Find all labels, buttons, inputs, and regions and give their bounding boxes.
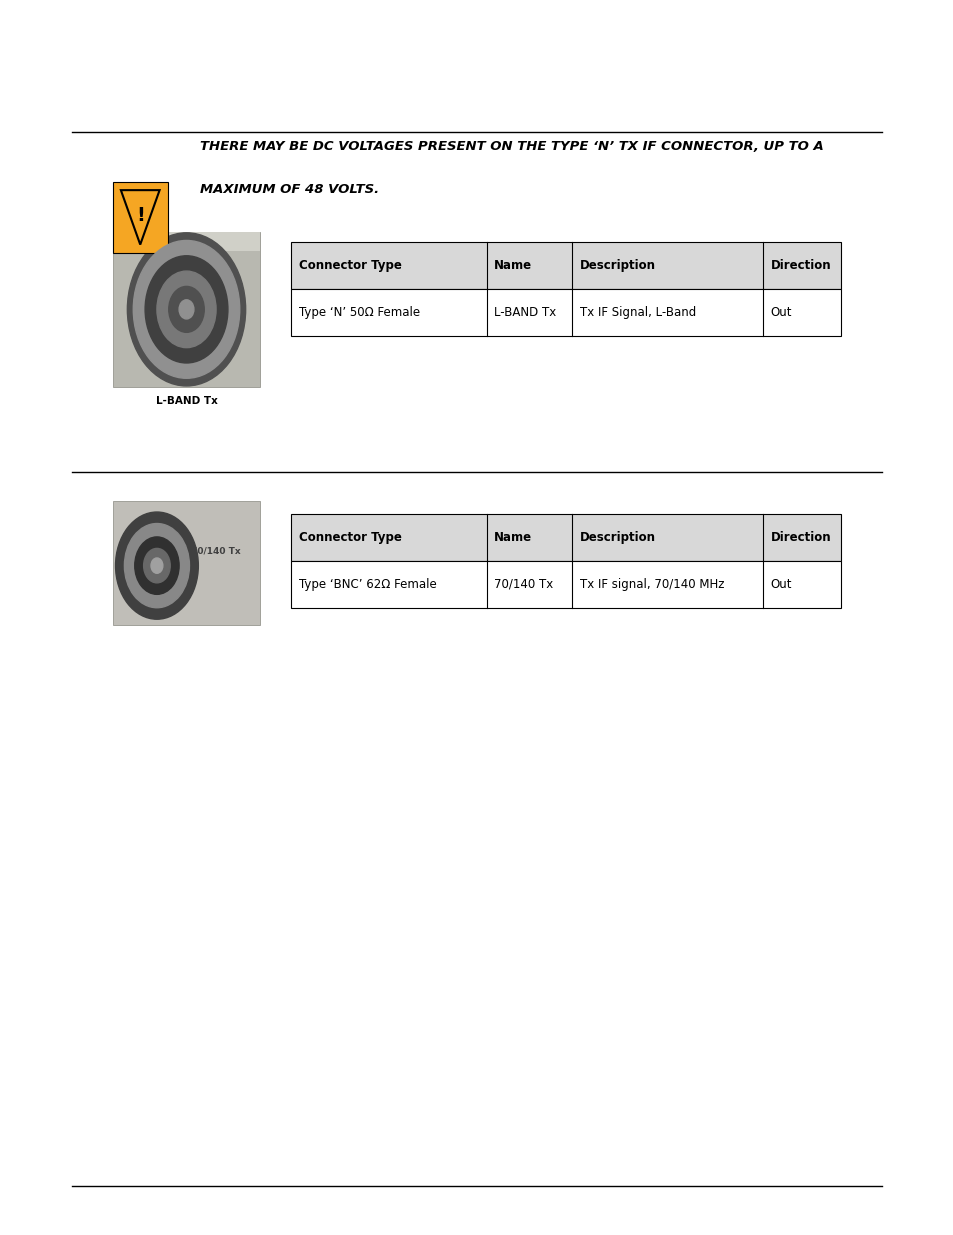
Text: !: ! [135, 206, 145, 226]
Bar [291, 561, 841, 608]
Text: L-BAND Tx: L-BAND Tx [155, 396, 217, 406]
Text: Type ‘BNC’ 62Ω Female: Type ‘BNC’ 62Ω Female [298, 578, 436, 590]
Bar [112, 501, 260, 625]
Text: Type ‘N’ 50Ω Female: Type ‘N’ 50Ω Female [298, 306, 419, 319]
Text: Tx IF Signal, L-Band: Tx IF Signal, L-Band [579, 306, 696, 319]
Text: 70/140 Tx: 70/140 Tx [494, 578, 553, 590]
Text: MAXIMUM OF 48 VOLTS.: MAXIMUM OF 48 VOLTS. [200, 183, 379, 196]
Bar [291, 242, 841, 289]
Text: Description: Description [579, 531, 656, 543]
Text: Description: Description [579, 259, 656, 272]
Text: 70/140 Tx: 70/140 Tx [191, 546, 241, 556]
Circle shape [145, 256, 228, 363]
Circle shape [169, 287, 204, 332]
Bar [291, 514, 841, 561]
Text: THERE MAY BE DC VOLTAGES PRESENT ON THE TYPE ‘N’ TX IF CONNECTOR, UP TO A: THERE MAY BE DC VOLTAGES PRESENT ON THE … [200, 140, 823, 153]
Circle shape [124, 524, 190, 608]
Circle shape [144, 548, 170, 583]
Circle shape [133, 241, 239, 378]
Text: Tx IF signal, 70/140 MHz: Tx IF signal, 70/140 MHz [579, 578, 723, 590]
Text: Out: Out [770, 578, 792, 590]
Polygon shape [121, 190, 159, 245]
Circle shape [134, 537, 179, 594]
Text: L-BAND Tx: L-BAND Tx [494, 306, 556, 319]
Bar [291, 289, 841, 336]
Bar [112, 232, 260, 387]
Text: Direction: Direction [770, 259, 831, 272]
Text: Direction: Direction [770, 531, 831, 543]
Text: Connector Type: Connector Type [298, 531, 401, 543]
Circle shape [127, 232, 246, 385]
Text: Connector Type: Connector Type [298, 259, 401, 272]
Circle shape [115, 513, 198, 619]
Bar [112, 232, 260, 251]
Circle shape [156, 272, 215, 348]
Circle shape [179, 300, 193, 319]
Text: Out: Out [770, 306, 792, 319]
FancyBboxPatch shape [112, 182, 168, 253]
Circle shape [151, 558, 163, 573]
Text: Name: Name [494, 259, 532, 272]
Text: Name: Name [494, 531, 532, 543]
